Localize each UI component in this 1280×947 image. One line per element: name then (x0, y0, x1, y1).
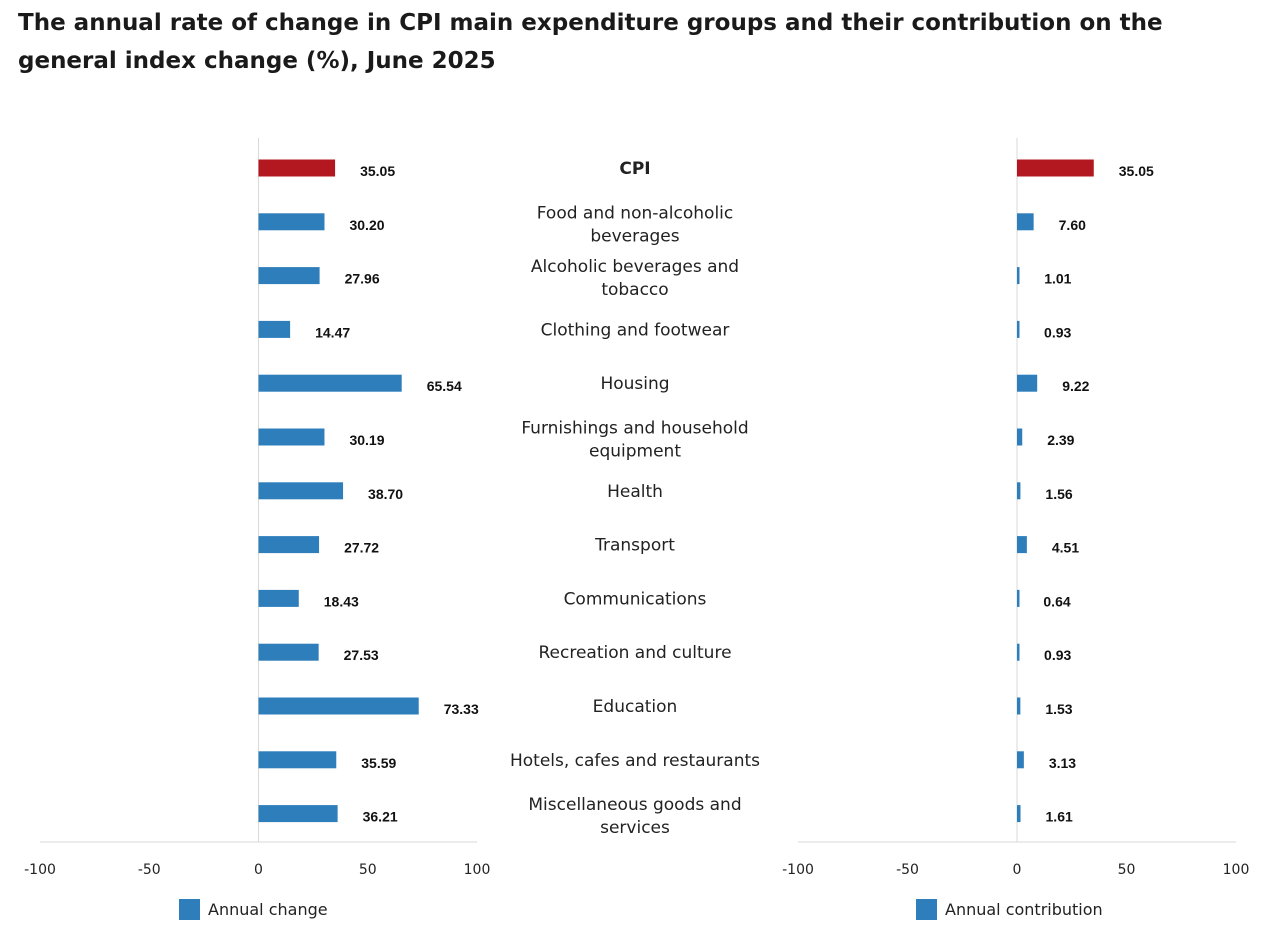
category-label: Housing (600, 374, 669, 394)
bar (258, 428, 325, 446)
data-label: 9.22 (1062, 378, 1089, 394)
bar (1017, 536, 1027, 554)
bar (1017, 805, 1021, 823)
chart-title: The annual rate of change in CPI main ex… (18, 10, 1163, 74)
data-label: 14.47 (315, 324, 350, 340)
legend-swatch (179, 899, 200, 920)
category-label: Hotels, cafes and restaurants (510, 751, 760, 771)
legend-annual-contribution: Annual contribution (916, 899, 1103, 920)
category-label: Alcoholic beverages and tobacco (531, 257, 739, 300)
category-label: CPI (619, 159, 650, 179)
data-label: 0.64 (1043, 593, 1070, 609)
data-label: 65.54 (427, 378, 462, 394)
legend-label: Annual change (208, 900, 328, 919)
bar (1017, 159, 1094, 177)
data-label: 2.39 (1047, 432, 1074, 448)
x-tick-label: 0 (1013, 862, 1022, 878)
category-label: Clothing and footwear (541, 320, 730, 340)
bar (258, 482, 344, 500)
data-label: 1.61 (1046, 809, 1073, 825)
x-tick-label: -100 (782, 862, 814, 878)
bar (258, 751, 337, 769)
bar (258, 697, 419, 715)
data-label: 38.70 (368, 486, 403, 502)
category-label: Health (607, 482, 663, 502)
x-tick-label: -50 (138, 862, 161, 878)
bar (258, 213, 325, 231)
bar (258, 159, 336, 177)
bar (258, 805, 338, 823)
data-label: 1.56 (1045, 486, 1072, 502)
data-label: 27.72 (344, 540, 379, 556)
bar (1017, 643, 1020, 661)
category-label: Furnishings and household equipment (521, 419, 748, 462)
bar (258, 643, 319, 661)
data-label: 1.01 (1044, 271, 1071, 287)
data-label: 0.93 (1044, 647, 1071, 663)
data-label: 3.13 (1049, 755, 1076, 771)
data-label: 4.51 (1052, 540, 1079, 556)
data-label: 35.05 (360, 163, 395, 179)
bar (1017, 697, 1021, 715)
bar (258, 374, 402, 392)
data-label: 18.43 (324, 593, 359, 609)
panel-annual-change: -100 -50 0 50 100 35.05 30.20 27.96 14.47 65.54 30… (24, 138, 490, 920)
legend-swatch (916, 899, 937, 920)
category-label: Food and non-alcoholic beverages (537, 203, 734, 246)
data-label: 35.59 (361, 755, 396, 771)
data-label: 0.93 (1044, 324, 1071, 340)
data-label: 35.05 (1119, 163, 1154, 179)
data-label: 73.33 (444, 701, 479, 717)
x-tick-label: -50 (896, 862, 919, 878)
panel-annual-contribution: -100 -50 0 50 100 35.05 7.60 1.01 0.93 9.22 2.39 1.… (782, 138, 1249, 920)
legend-label: Annual contribution (945, 900, 1103, 919)
x-tick-label: 100 (1223, 862, 1250, 878)
data-label: 36.21 (363, 809, 398, 825)
category-label: Miscellaneous goods and services (528, 795, 741, 838)
category-label: Transport (594, 536, 675, 556)
data-label: 30.20 (349, 217, 384, 233)
x-tick-label: 50 (1118, 862, 1136, 878)
bar (1017, 589, 1020, 607)
legend-annual-change: Annual change (179, 899, 328, 920)
bar (1017, 374, 1038, 392)
data-label: 7.60 (1059, 217, 1086, 233)
bar (258, 320, 291, 338)
bar (1017, 482, 1021, 500)
category-label: Communications (564, 589, 707, 609)
category-label: Recreation and culture (538, 643, 731, 663)
bar (1017, 267, 1020, 285)
bar (1017, 751, 1024, 769)
data-label: 1.53 (1045, 701, 1072, 717)
bar (1017, 320, 1020, 338)
data-label: 30.19 (349, 432, 384, 448)
bar (258, 267, 320, 285)
x-tick-label: -100 (24, 862, 56, 878)
x-tick-label: 100 (464, 862, 491, 878)
x-tick-label: 50 (359, 862, 377, 878)
bar (1017, 428, 1023, 446)
bar (1017, 213, 1034, 231)
category-label: Education (593, 697, 678, 717)
bar (258, 589, 299, 607)
data-label: 27.53 (344, 647, 379, 663)
x-tick-label: 0 (254, 862, 263, 878)
bar (258, 536, 320, 554)
data-label: 27.96 (345, 271, 380, 287)
